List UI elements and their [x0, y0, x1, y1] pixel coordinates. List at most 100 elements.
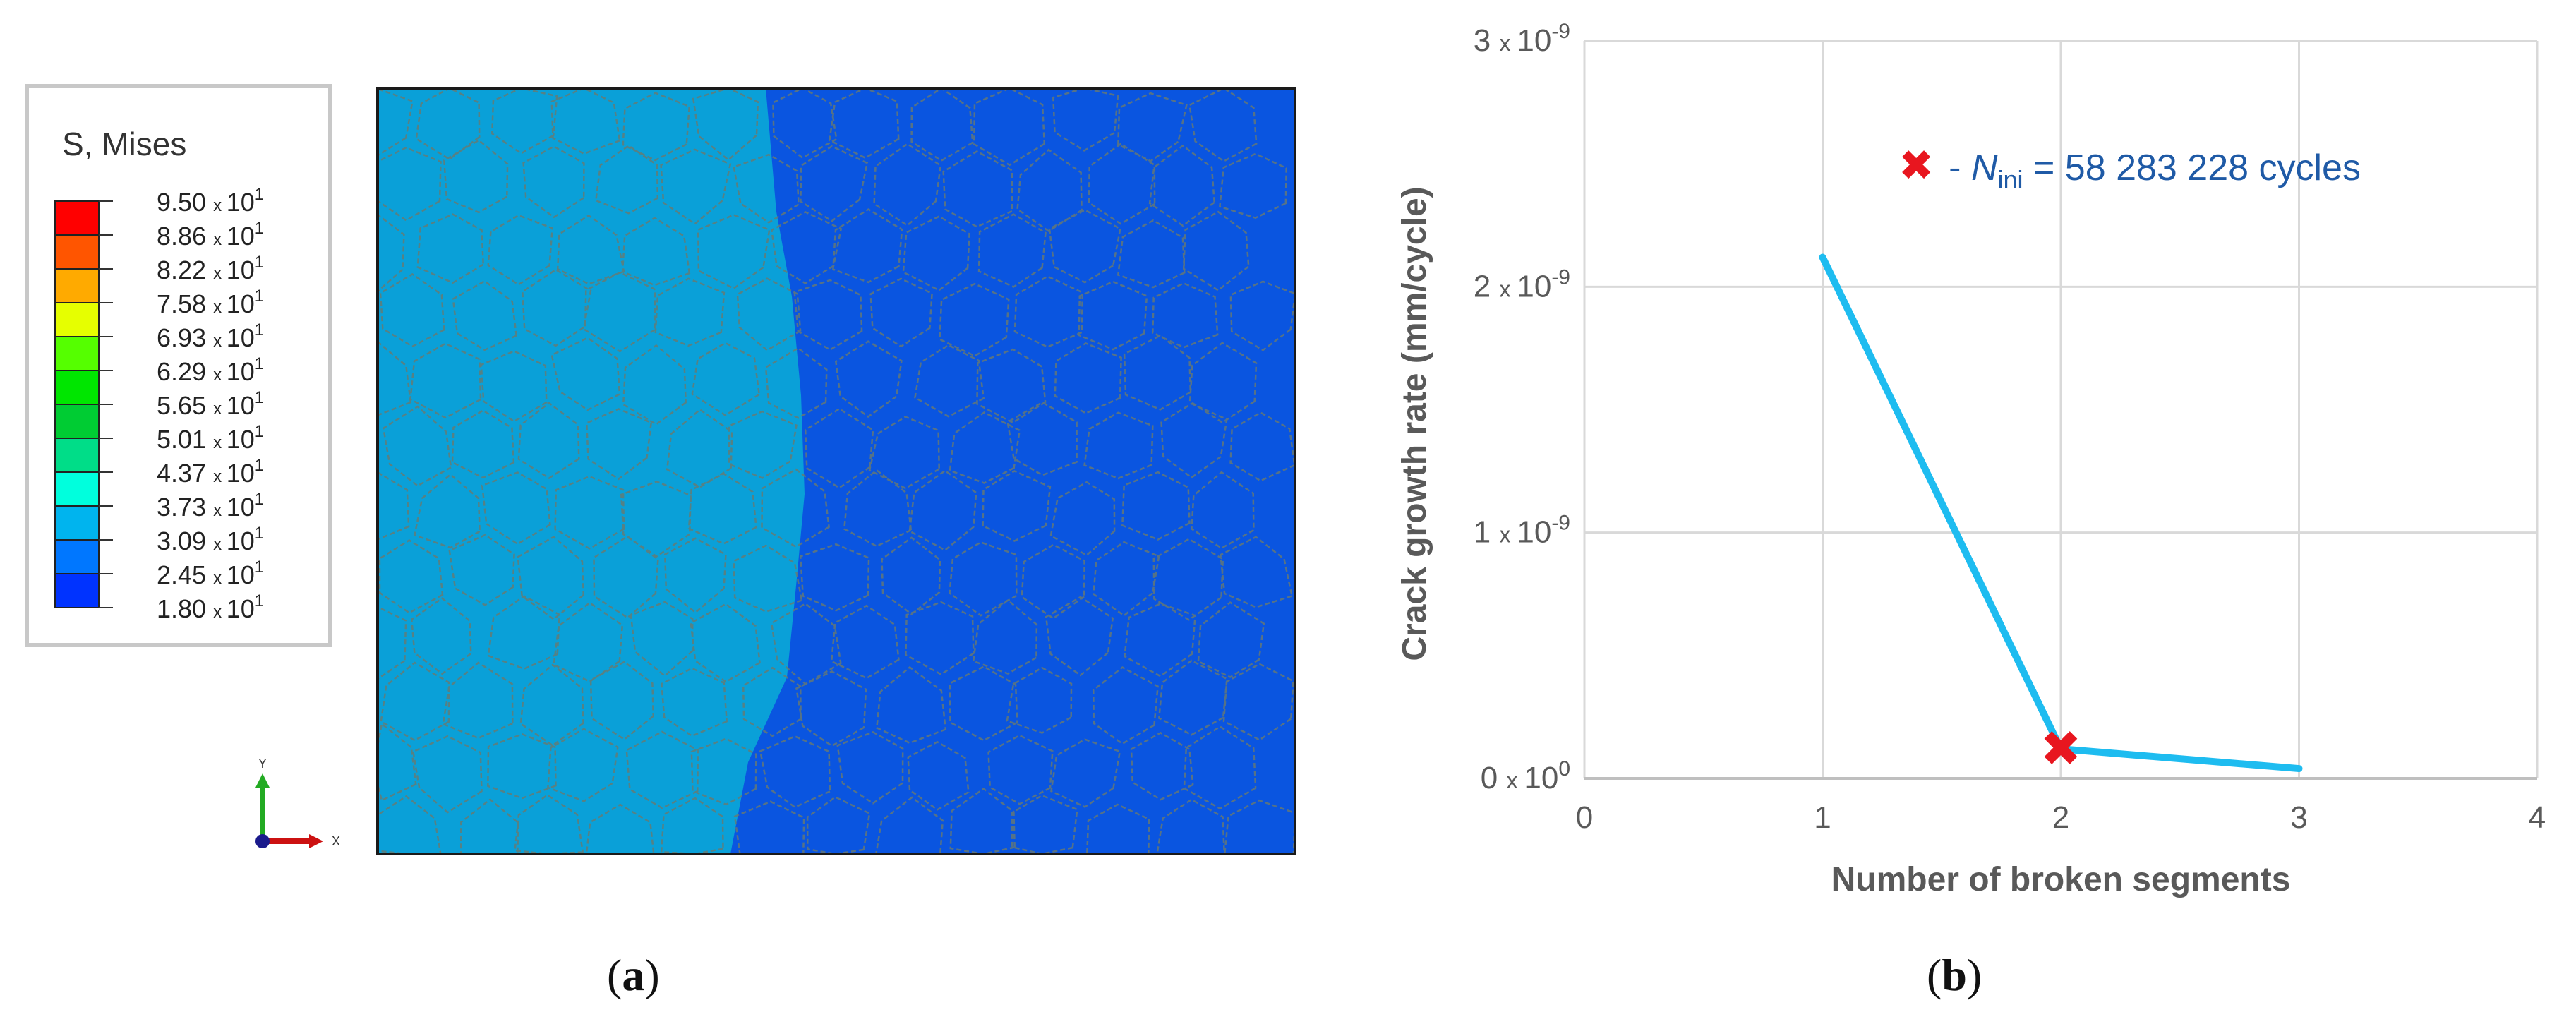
grain-cell — [795, 670, 867, 747]
grain-cell — [806, 796, 871, 855]
grain-cell — [973, 87, 1046, 167]
legend-exp: 1 — [255, 354, 264, 373]
annotation-var: N — [1971, 147, 1998, 188]
y-tick-mantissa: 3 — [1474, 23, 1500, 58]
legend-swatch — [54, 505, 100, 541]
grain-cell — [1188, 342, 1258, 424]
legend-times: x — [213, 535, 227, 554]
grain-cell — [1182, 210, 1250, 291]
x-tick-label: 2 — [2052, 800, 2069, 835]
grain-cell — [586, 408, 653, 481]
legend-mantissa: 6.93 — [157, 323, 213, 352]
grain-cell — [1083, 411, 1154, 480]
grain-cell — [1197, 601, 1265, 678]
grain-cell — [1006, 401, 1078, 476]
grain-cell — [799, 543, 870, 612]
grain-cell — [949, 665, 1018, 742]
grain-cell — [1054, 342, 1122, 414]
legend-mantissa: 2.45 — [157, 560, 213, 589]
grain-cell — [660, 148, 732, 225]
grain-cell — [1124, 603, 1196, 677]
grain-cell — [1191, 471, 1255, 550]
legend-exp: 1 — [255, 591, 264, 610]
y-tick-exp: -9 — [1551, 265, 1570, 289]
grain-cell — [448, 534, 515, 606]
grain-cell — [772, 87, 838, 159]
grain-cell — [416, 213, 484, 284]
grain-cell — [1016, 148, 1083, 233]
grain-cell — [1052, 87, 1119, 152]
grain-cell — [589, 661, 654, 741]
legend-mantissa: 8.22 — [157, 255, 213, 284]
grain-cell — [412, 735, 483, 814]
legend-exp: 1 — [255, 253, 264, 272]
legend-swatch — [54, 370, 100, 405]
grain-cell — [736, 277, 802, 351]
grain-cell — [491, 87, 558, 155]
legend-base: 10 — [227, 289, 255, 318]
legend-swatch — [54, 573, 100, 608]
grain-cell — [556, 214, 625, 285]
grain-cell — [410, 597, 472, 675]
grain-cell — [1152, 282, 1219, 349]
grain-cell — [836, 731, 904, 805]
legend-mantissa: 3.09 — [157, 526, 213, 555]
grain-cell — [881, 536, 941, 615]
grain-cell — [949, 541, 1018, 617]
legend-base: 10 — [227, 188, 255, 217]
grain-cell — [733, 153, 800, 224]
legend-exp: 1 — [255, 558, 264, 577]
grain-cell — [1152, 538, 1224, 621]
grain-cell — [1229, 280, 1296, 351]
grain-cell — [1117, 219, 1186, 289]
y-tick-times: x — [1499, 522, 1517, 548]
grain-cell — [382, 405, 452, 487]
grain-cell — [622, 344, 687, 426]
legend-value: 6.29 x 101 — [157, 354, 264, 386]
grain-cell — [554, 475, 625, 550]
grain-cell — [1157, 659, 1228, 736]
grain-cell — [451, 409, 515, 479]
grain-cell — [594, 144, 659, 215]
grain-cell — [522, 268, 592, 347]
grain-cell — [914, 344, 985, 418]
grain-cell — [630, 601, 694, 677]
legend-base: 10 — [227, 560, 255, 589]
grain-cell — [761, 468, 830, 548]
grain-cell — [875, 665, 947, 745]
legend-value: 4.37 x 101 — [157, 456, 264, 488]
legend-times: x — [213, 603, 227, 622]
grain-cell — [443, 139, 509, 214]
legend-title: S, Mises — [62, 126, 186, 162]
y-tick-label: 0 x 100 — [1481, 757, 1570, 795]
x-tick-label: 3 — [2290, 800, 2307, 835]
legend-base: 10 — [227, 526, 255, 555]
grain-cell — [517, 402, 580, 479]
grain-cell — [584, 271, 656, 353]
legend-exp: 1 — [255, 320, 264, 339]
grain-cell — [800, 145, 869, 222]
y-tick-mantissa: 0 — [1481, 761, 1507, 795]
y-tick-times: x — [1499, 30, 1517, 56]
grain-cell — [687, 472, 757, 545]
grain-cell — [1050, 738, 1121, 808]
y-tick-base: 10 — [1517, 269, 1551, 303]
triad-origin — [255, 834, 270, 848]
grain-cell — [550, 87, 621, 155]
grain-cell — [942, 150, 1013, 228]
legend-times: x — [213, 332, 227, 351]
legend-base: 10 — [227, 255, 255, 284]
grain-cell — [517, 536, 585, 620]
grain-cell — [1188, 87, 1258, 162]
x-tick-label: 0 — [1576, 800, 1593, 835]
grain-cell — [1148, 144, 1215, 227]
legend-exp: 1 — [255, 422, 264, 441]
grain-cell — [666, 408, 733, 488]
legend-times: x — [213, 501, 227, 520]
grain-cell — [770, 211, 843, 284]
triad-x-arrow — [309, 834, 323, 848]
legend-mantissa: 5.65 — [157, 391, 213, 420]
grain-cell — [661, 667, 728, 737]
x-axis-label: Number of broken segments — [1831, 861, 2291, 898]
grain-cell — [843, 469, 913, 548]
